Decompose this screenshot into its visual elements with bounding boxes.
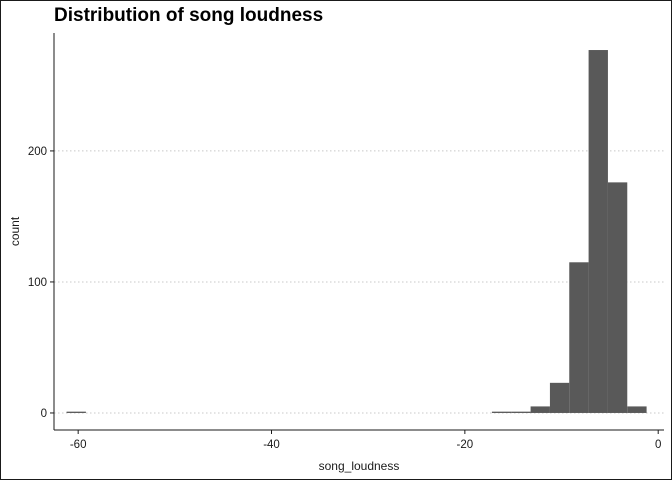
chart-title: Distribution of song loudness [54,5,324,26]
x-tick-label: 0 [655,439,661,451]
x-tick-label: -40 [263,439,280,451]
y-axis-title: count [8,216,22,246]
histogram-bar [627,406,647,413]
histogram-bar [530,406,550,413]
histogram-bar [491,411,512,413]
axes [53,33,664,431]
histogram-bar [549,382,570,413]
histogram-bar [66,411,86,413]
x-tick-label: -20 [457,439,474,451]
y-tick-label: 100 [28,277,47,289]
histogram-bars [66,50,647,413]
histogram-bar [607,182,628,413]
y-tick-label: 0 [41,408,47,420]
histogram-bar [569,262,589,413]
x-tick-label: -60 [70,439,87,451]
x-axis-title: song_loudness [319,459,400,473]
tick-marks-and-labels: 0 100 200 -60 -40 -20 0 [28,146,662,451]
y-tick-label: 200 [28,146,47,158]
histogram-bar [511,411,531,413]
histogram-bar [588,50,608,413]
